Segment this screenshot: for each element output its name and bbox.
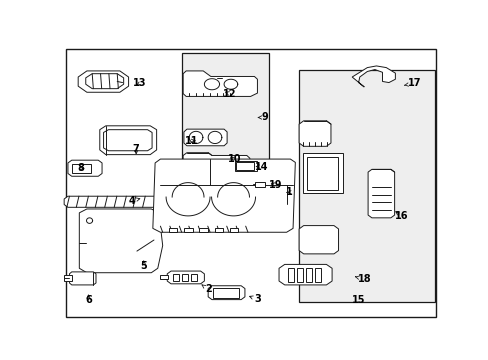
Text: 15: 15 xyxy=(351,296,365,305)
Bar xyxy=(191,274,197,281)
Text: 18: 18 xyxy=(355,274,371,284)
Bar xyxy=(236,162,254,170)
Bar xyxy=(182,274,188,281)
Polygon shape xyxy=(183,153,249,174)
Bar xyxy=(173,274,179,281)
Text: 3: 3 xyxy=(249,294,260,304)
Text: 8: 8 xyxy=(77,163,84,174)
Bar xyxy=(64,275,72,281)
Bar xyxy=(305,268,311,282)
Text: 10: 10 xyxy=(227,154,241,164)
Text: 12: 12 xyxy=(223,89,236,99)
Bar xyxy=(181,53,268,177)
Polygon shape xyxy=(78,71,128,92)
Polygon shape xyxy=(183,129,226,146)
Bar xyxy=(169,228,177,232)
Polygon shape xyxy=(79,209,163,273)
Bar xyxy=(287,268,293,282)
Text: 5: 5 xyxy=(140,261,147,270)
Polygon shape xyxy=(279,264,331,285)
Polygon shape xyxy=(153,159,295,232)
Polygon shape xyxy=(299,226,338,254)
Polygon shape xyxy=(69,272,96,285)
Polygon shape xyxy=(299,121,330,146)
Text: 13: 13 xyxy=(133,78,146,89)
Text: 6: 6 xyxy=(85,294,92,305)
Bar xyxy=(314,268,321,282)
Bar xyxy=(296,268,302,282)
Text: 16: 16 xyxy=(394,211,407,221)
Polygon shape xyxy=(103,130,152,151)
Polygon shape xyxy=(167,271,204,284)
Polygon shape xyxy=(183,71,257,96)
Bar xyxy=(213,288,239,298)
Polygon shape xyxy=(64,196,160,207)
Text: 2: 2 xyxy=(202,284,211,294)
Polygon shape xyxy=(351,66,395,87)
Bar xyxy=(234,161,256,171)
Text: 11: 11 xyxy=(185,136,198,146)
Bar xyxy=(214,228,223,232)
Bar xyxy=(229,228,238,232)
Text: 9: 9 xyxy=(258,112,268,122)
Bar xyxy=(159,275,168,279)
Text: 19: 19 xyxy=(268,180,282,190)
Polygon shape xyxy=(208,286,244,300)
Bar xyxy=(199,228,207,232)
Bar xyxy=(184,228,192,232)
Text: 1: 1 xyxy=(285,187,292,197)
Polygon shape xyxy=(100,126,156,155)
Bar xyxy=(72,163,91,174)
Bar xyxy=(255,182,264,187)
Polygon shape xyxy=(85,74,123,89)
Text: 7: 7 xyxy=(133,144,139,154)
Polygon shape xyxy=(68,160,102,176)
Bar xyxy=(302,153,342,193)
Polygon shape xyxy=(367,169,394,218)
Text: 17: 17 xyxy=(404,78,420,89)
Text: 4: 4 xyxy=(129,195,140,206)
Bar xyxy=(299,69,434,302)
Text: 14: 14 xyxy=(254,162,267,172)
Bar xyxy=(306,157,337,190)
